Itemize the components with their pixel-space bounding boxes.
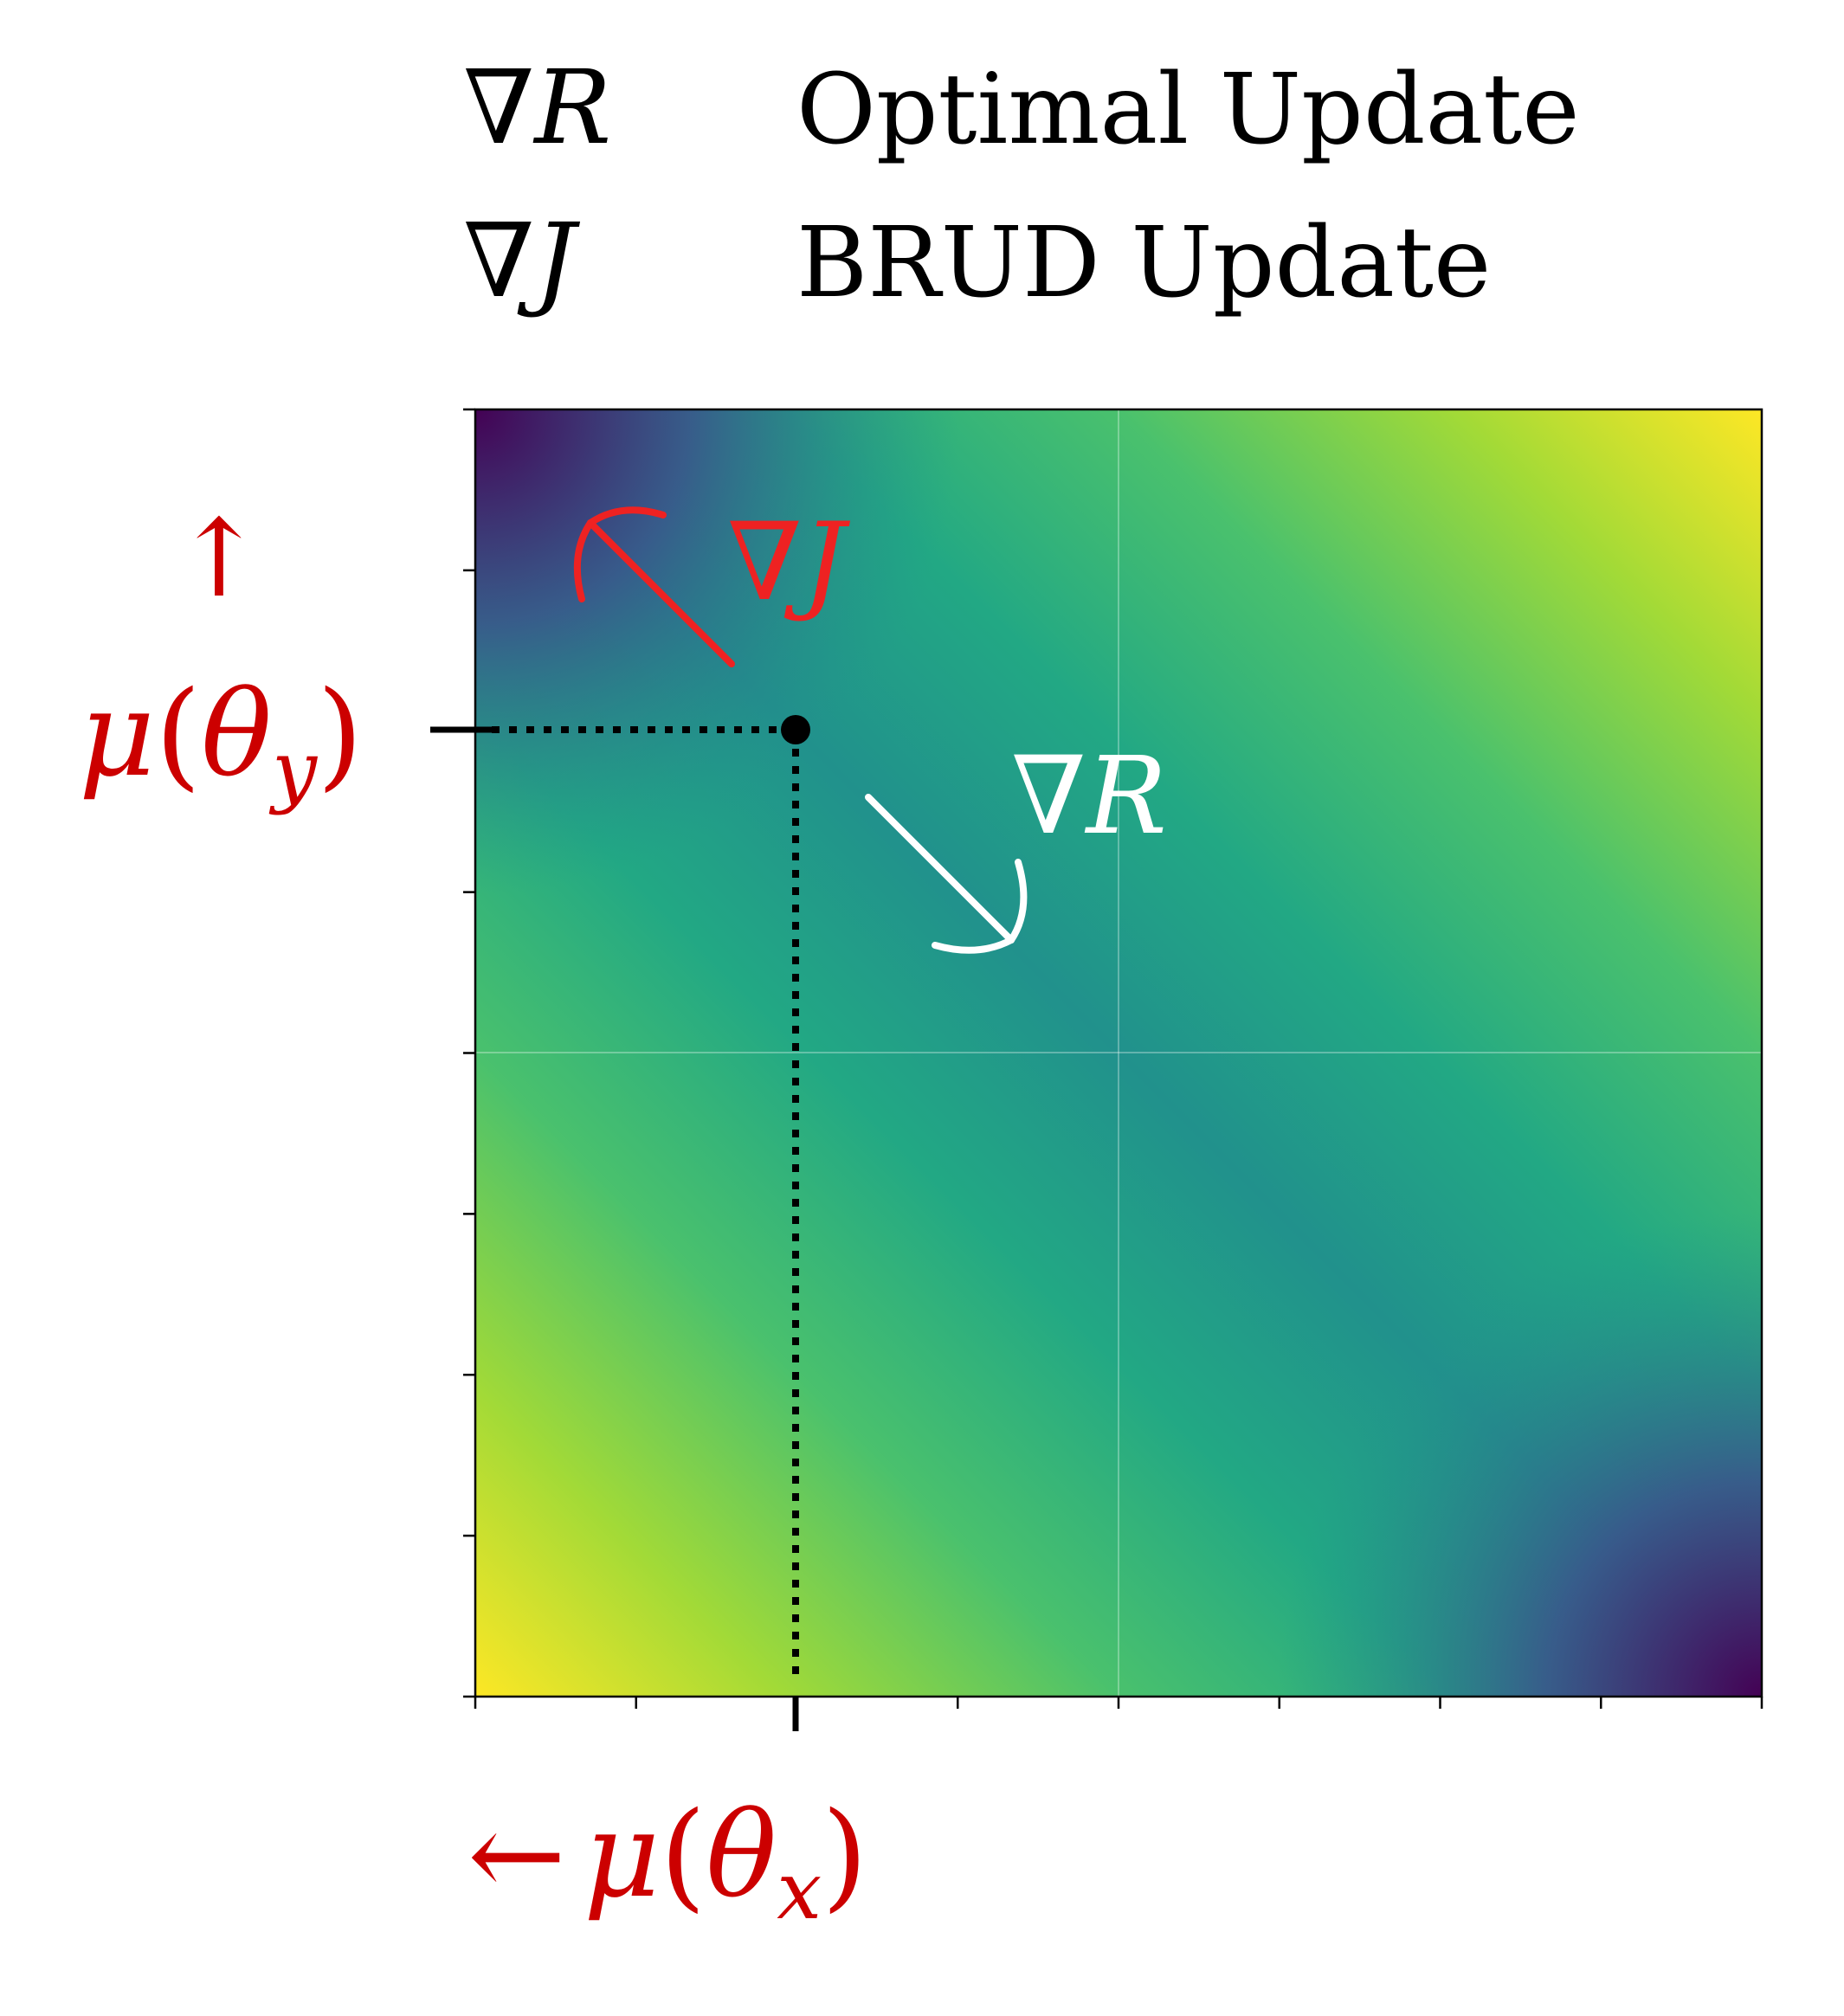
grad-R-annotation: ∇R [865, 734, 1167, 954]
y-axis-arrow: ↑ [174, 497, 264, 622]
legend-nabla-J: ∇J [463, 201, 580, 320]
grad-J-label: ∇J [727, 500, 851, 625]
x-axis-label-text: ← μ(θx) [467, 1787, 867, 1937]
y-axis-label: ↑ μ(θy) [79, 497, 363, 816]
legend-entry-optimal: ∇R Optimal Update [463, 48, 1580, 167]
grad-J-arrow-head [573, 506, 667, 602]
legend-label-optimal: Optimal Update [796, 54, 1580, 166]
legend-entry-brud: ∇J BRUD Update [463, 201, 1491, 320]
legend-nabla-R: ∇R [463, 48, 611, 167]
y-axis-ticks [463, 408, 475, 1698]
current-point [781, 715, 810, 744]
grad-R-label: ∇R [1011, 734, 1167, 859]
grad-J-arrow-shaft [587, 519, 735, 667]
y-axis-label-text: μ(θy) [79, 667, 363, 816]
legend-label-brud: BRUD Update [796, 207, 1491, 319]
x-axis-ticks [474, 1697, 1763, 1709]
grad-R-arrow-head [932, 859, 1028, 954]
grad-R-arrow-shaft [865, 794, 1015, 944]
x-axis-label: ← μ(θx) [467, 1787, 867, 1937]
legend: ∇R Optimal Update ∇J BRUD Update [463, 48, 1580, 320]
grad-J-annotation: ∇J [573, 500, 851, 667]
